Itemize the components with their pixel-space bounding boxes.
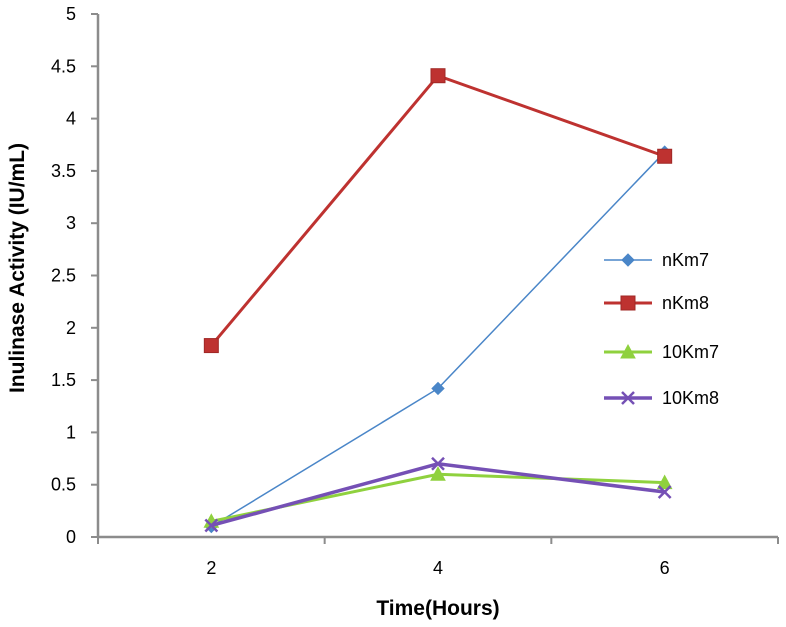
data-point-nkm8 bbox=[657, 148, 673, 164]
y-tick-label: 0.5 bbox=[51, 475, 76, 495]
y-tick-label: 0 bbox=[66, 527, 76, 547]
legend-marker-10km7 bbox=[620, 343, 636, 359]
data-point-10km8-stroke-b bbox=[204, 518, 219, 533]
y-tick-label: 5 bbox=[66, 4, 76, 24]
data-point-10km8 bbox=[204, 518, 219, 533]
series-line-nkm8 bbox=[210, 73, 666, 347]
y-tick-label: 3.5 bbox=[51, 161, 76, 181]
data-point-10km8 bbox=[657, 485, 672, 499]
y-tick-label: 1 bbox=[66, 422, 76, 442]
data-point-10km7 bbox=[430, 466, 446, 481]
y-tick-label: 1.5 bbox=[51, 370, 76, 390]
legend-marker-nkm7 bbox=[621, 253, 635, 267]
y-tick-label: 2 bbox=[66, 318, 76, 338]
data-point-10km8-stroke-b bbox=[431, 456, 445, 471]
legend-label-10km7: 10Km7 bbox=[662, 342, 719, 362]
legend-marker-10km8 bbox=[621, 391, 635, 405]
y-tick-label: 2.5 bbox=[51, 266, 76, 286]
x-tick-label: 2 bbox=[206, 558, 216, 578]
legend-label-nkm8: nKm8 bbox=[662, 293, 709, 313]
y-tick-label: 4 bbox=[66, 109, 76, 129]
legend-label-nkm7: nKm7 bbox=[662, 250, 709, 270]
x-axis-title: Time(Hours) bbox=[376, 597, 499, 620]
legend-marker-nkm8 bbox=[620, 295, 636, 311]
y-axis-title: Inulinase Activity (IU/mL) bbox=[6, 143, 29, 393]
data-point-10km7 bbox=[656, 474, 673, 490]
legend-marker-10km8-stroke-b bbox=[621, 391, 635, 405]
series-line-10km7 bbox=[211, 472, 665, 523]
y-tick-label: 4.5 bbox=[51, 56, 76, 76]
data-point-nkm8 bbox=[203, 338, 219, 354]
x-tick-label: 4 bbox=[433, 558, 443, 578]
x-tick-label: 6 bbox=[660, 558, 670, 578]
data-point-nkm7 bbox=[431, 381, 445, 396]
data-point-10km8-stroke-b bbox=[657, 485, 672, 499]
legend-label-10km8: 10Km8 bbox=[662, 388, 719, 408]
y-tick-label: 3 bbox=[66, 213, 76, 233]
data-point-nkm8 bbox=[430, 68, 446, 84]
data-point-10km8 bbox=[431, 456, 445, 471]
